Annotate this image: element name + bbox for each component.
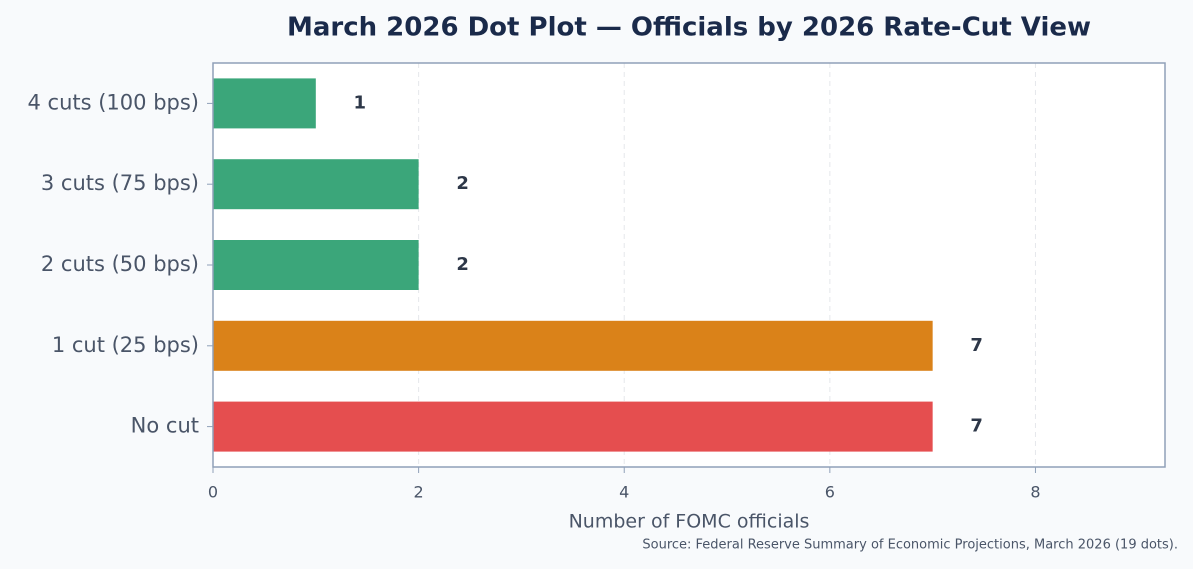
y-tick-label: No cut	[131, 414, 199, 438]
bar	[213, 78, 316, 129]
x-tick-label: 2	[414, 483, 424, 502]
x-tick-label: 6	[825, 483, 835, 502]
x-tick-label: 8	[1030, 483, 1040, 502]
y-tick-label: 2 cuts (50 bps)	[41, 252, 199, 276]
source-note: Source: Federal Reserve Summary of Econo…	[642, 538, 1178, 553]
value-label: 2	[456, 173, 469, 194]
y-tick-label: 3 cuts (75 bps)	[41, 171, 199, 195]
value-label: 1	[354, 92, 367, 113]
value-label: 7	[970, 416, 983, 437]
value-label: 7	[970, 335, 983, 356]
plot-frame	[212, 62, 1166, 468]
chart-title: March 2026 Dot Plot — Officials by 2026 …	[287, 13, 1091, 43]
x-axis-label: Number of FOMC officials	[569, 511, 810, 533]
x-tick-label: 0	[208, 483, 218, 502]
bar	[213, 159, 419, 210]
y-tick-label: 1 cut (25 bps)	[52, 333, 199, 357]
y-tick-label: 4 cuts (100 bps)	[28, 90, 200, 114]
bar	[213, 240, 419, 290]
bar	[213, 320, 933, 371]
bar	[213, 401, 933, 452]
x-tick-label: 4	[619, 483, 629, 502]
value-label: 2	[456, 254, 469, 275]
